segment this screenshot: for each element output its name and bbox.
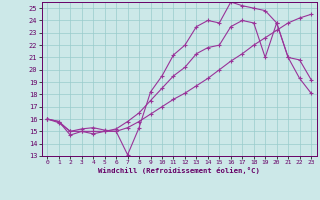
X-axis label: Windchill (Refroidissement éolien,°C): Windchill (Refroidissement éolien,°C) bbox=[98, 167, 260, 174]
